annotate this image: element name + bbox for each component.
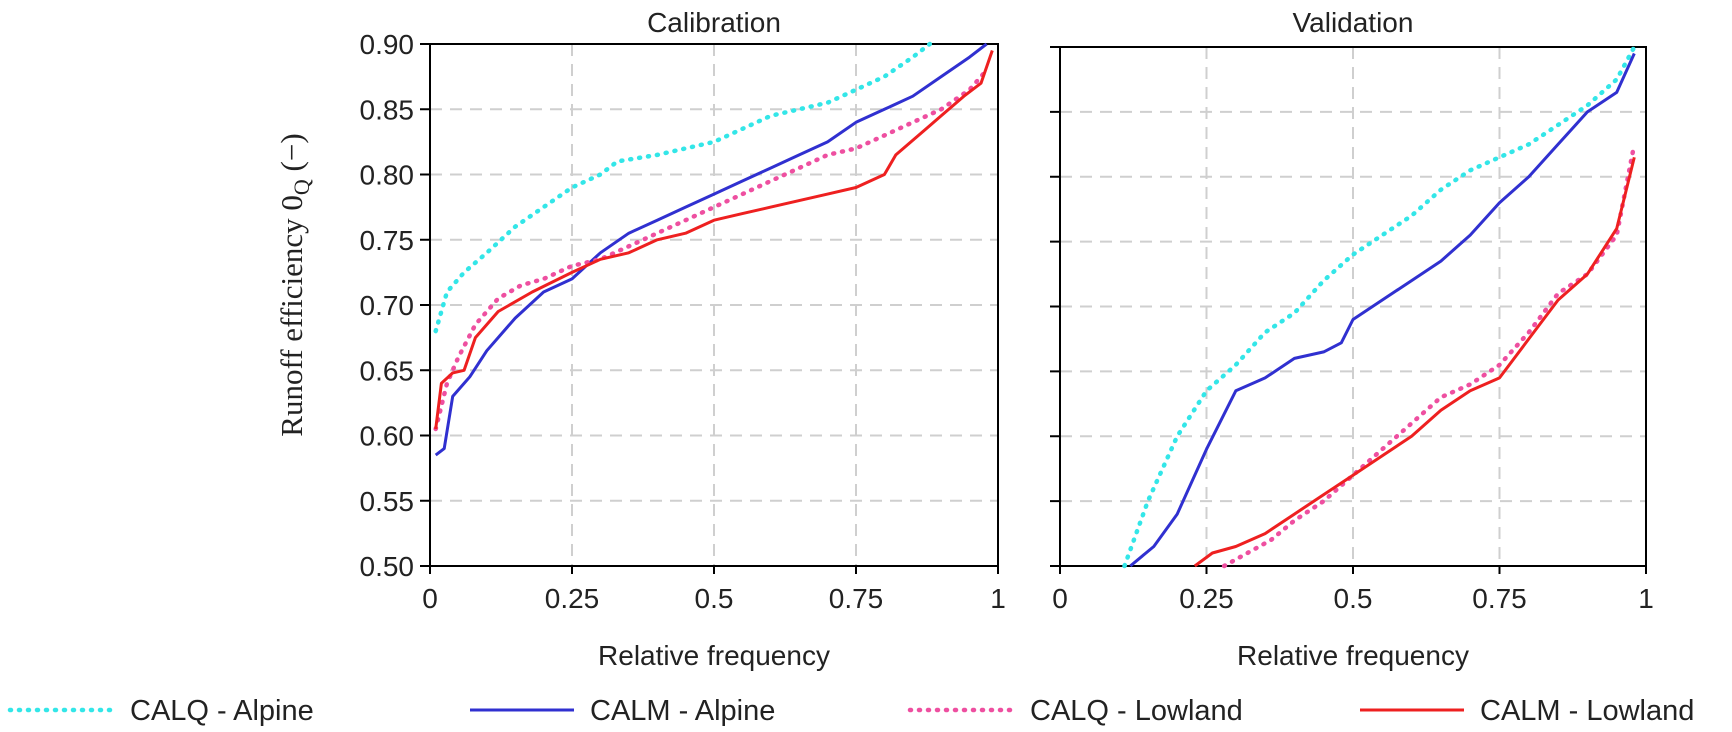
panel-title: Calibration: [647, 7, 781, 38]
x-axis-label: Relative frequency: [598, 640, 830, 671]
y-tick-label: 0.85: [360, 94, 415, 125]
series-line-calm-lowland: [434, 50, 994, 430]
series-line-calm-alpine: [1129, 52, 1636, 568]
series-line-calq-alpine: [1122, 44, 1637, 569]
y-axis-label: Runoff efficiency 0Q (−): [274, 133, 314, 436]
y-axis-label-unit: (−): [274, 133, 309, 179]
y-tick-label: 0.90: [360, 29, 415, 60]
y-tick-label: 0.65: [360, 355, 415, 386]
x-tick-label: 0.75: [829, 583, 884, 614]
legend-item: CALM - Lowland: [1360, 695, 1694, 727]
legend-label: CALQ - Alpine: [130, 695, 314, 727]
panel-validation: 0 0.25 0.5 0.75 1 Validation Relative frequenc…: [1050, 7, 1654, 671]
panel-calibration: 0.50 0.55 0.60 0.65 0.70 0.75 0.80 0.85 0.90 0 0.2…: [360, 7, 1006, 671]
legend-item: CALQ - Alpine: [7, 695, 314, 727]
y-tick-label: 0.60: [360, 421, 415, 452]
legend-item: CALQ - Lowland: [907, 695, 1243, 727]
series-line-calm-alpine: [434, 42, 988, 457]
y-tick-label: 0.75: [360, 225, 415, 256]
y-tick-label: 0.50: [360, 551, 415, 582]
x-tick-label: 0: [1052, 583, 1068, 614]
panel-title: Validation: [1293, 7, 1414, 38]
series-line-calq-lowland: [1221, 142, 1637, 569]
legend-label: CALQ - Lowland: [1030, 695, 1243, 727]
y-axis-label-sub: Q: [289, 179, 314, 195]
x-tick-label: 0.25: [545, 583, 600, 614]
legend-label: CALM - Alpine: [590, 695, 775, 727]
legend-label: CALM - Lowland: [1480, 695, 1694, 727]
x-tick-label: 0.5: [695, 583, 734, 614]
x-tick-label: 0: [422, 583, 438, 614]
y-tick-label: 0.70: [360, 290, 415, 321]
x-tick-label: 0.25: [1179, 583, 1234, 614]
x-tick-label: 1: [990, 583, 1006, 614]
legend-item: CALM - Alpine: [470, 695, 775, 727]
x-axis-label: Relative frequency: [1237, 640, 1469, 671]
y-tick-label: 0.55: [360, 486, 415, 517]
series-line-calm-lowland: [1193, 156, 1636, 568]
x-tick-label: 0.75: [1472, 583, 1527, 614]
legend: CALQ - Alpine CALM - Alpine CALQ - Lowland…: [7, 695, 1694, 727]
series-line-calq-lowland: [433, 67, 989, 432]
y-axis-label-main: Runoff efficiency 0: [274, 195, 309, 437]
panels-layer: 0.500.550.600.650.700.750.800.850.900 0.2…: [360, 7, 1654, 671]
y-tick-label: 0.80: [360, 160, 415, 191]
x-tick-label: 0.5: [1334, 583, 1373, 614]
x-tick-label: 1: [1638, 583, 1654, 614]
